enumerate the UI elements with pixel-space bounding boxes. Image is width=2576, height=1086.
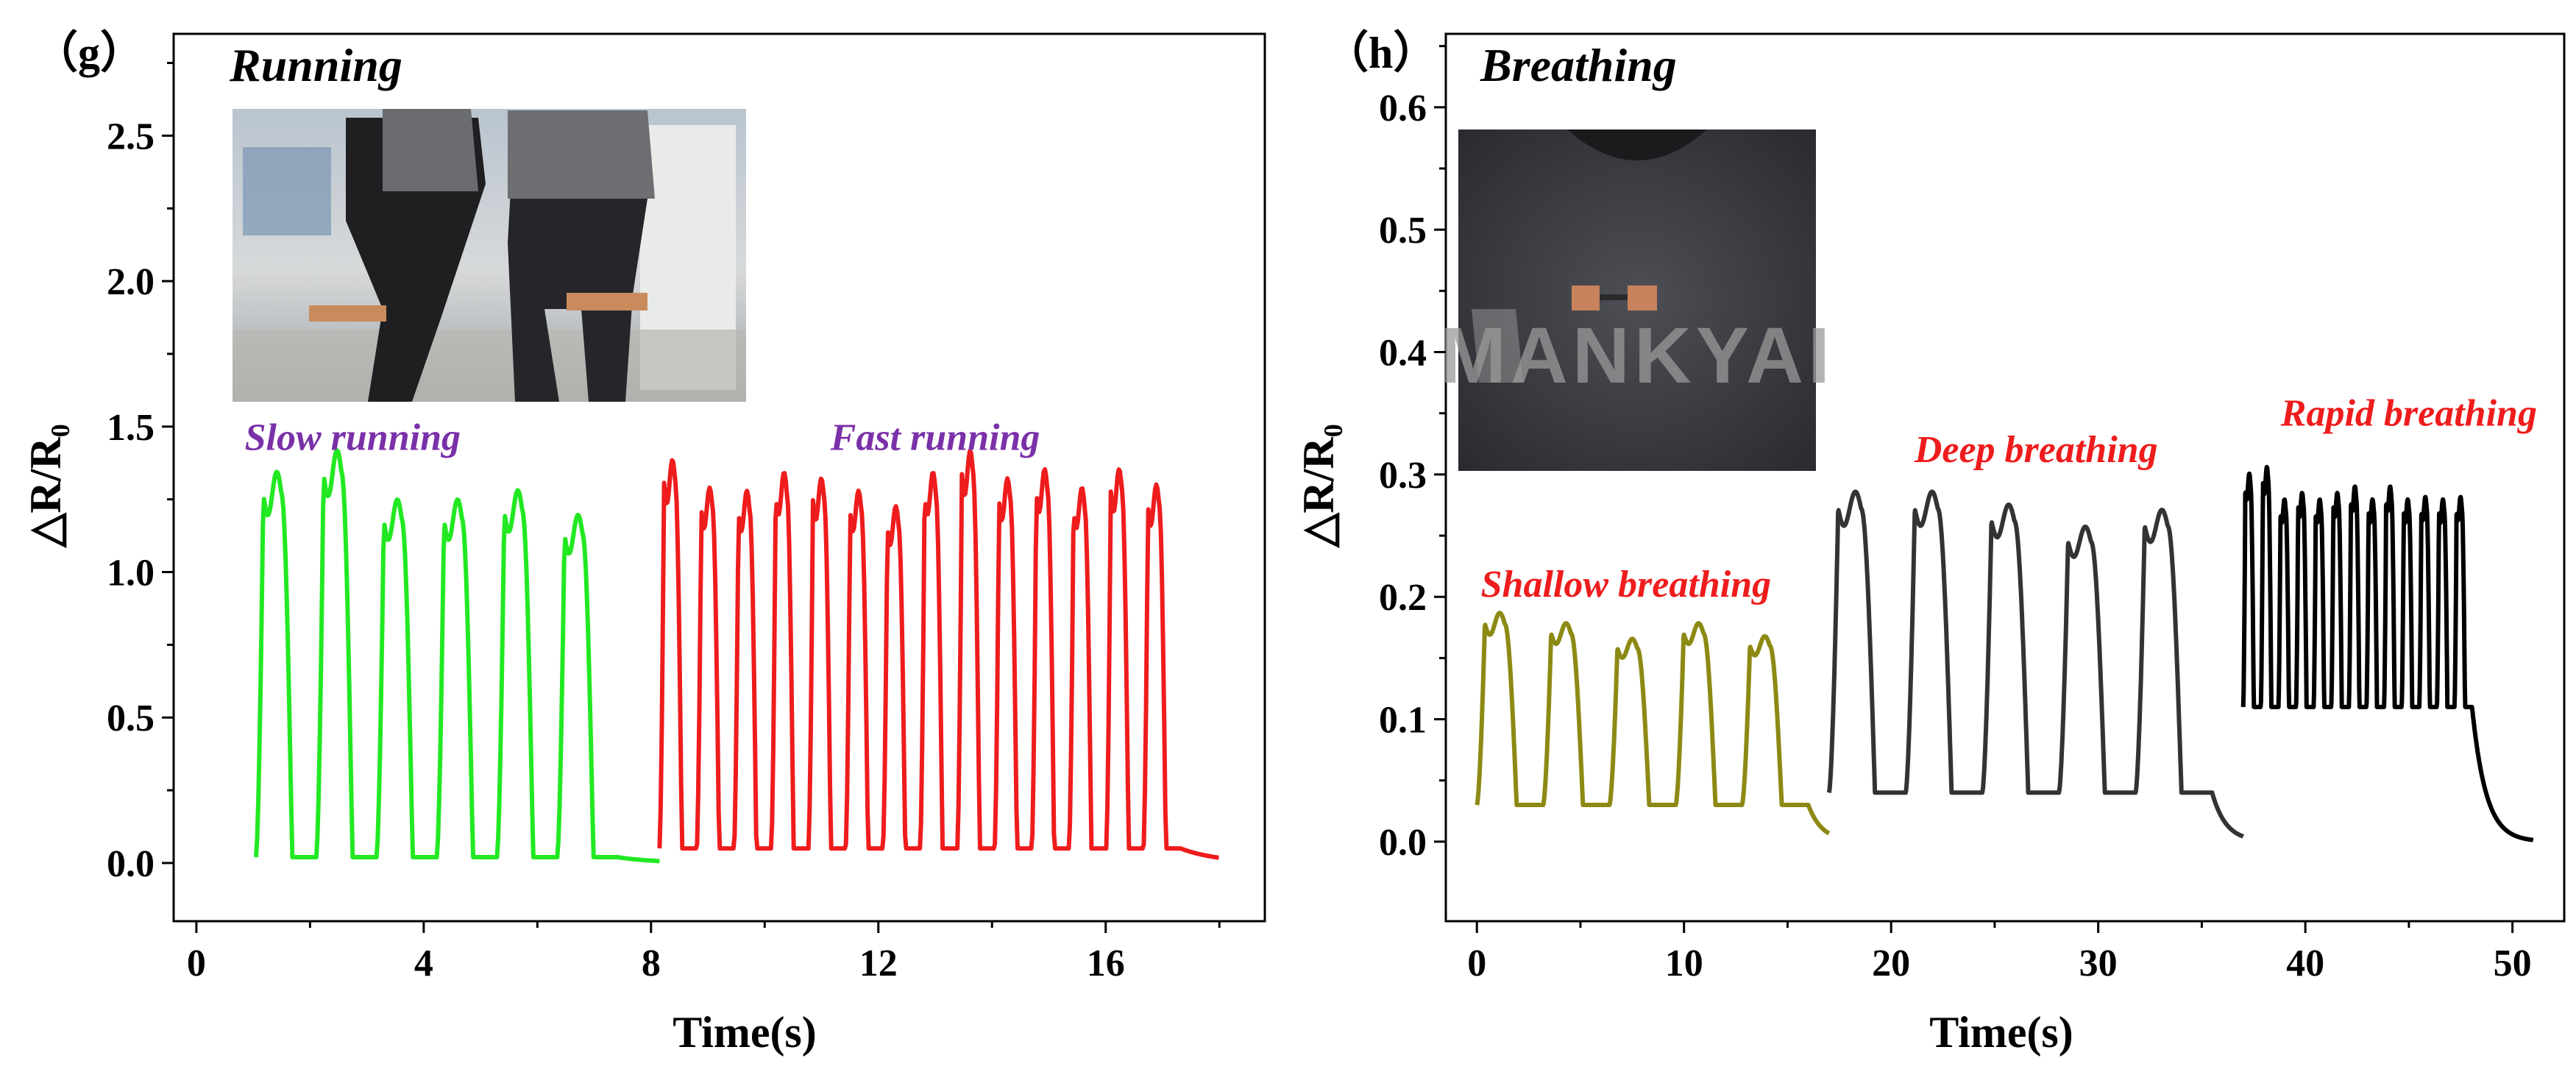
x-tick-label: 50 (2494, 943, 2532, 984)
y-tick-label: 2.0 (107, 261, 155, 303)
panel-h-x-ticks: 0 10 20 30 40 50 (1467, 921, 2532, 984)
panel-h-y-axis-title: △R/R₀ (1294, 424, 1343, 548)
y-tick-label: 0.5 (1379, 210, 1427, 252)
series-annotation: Shallow breathing (1481, 564, 1771, 606)
y-tick-label: 0.4 (1379, 332, 1427, 374)
panel-g-x-ticks: 0 4 8 12 16 (187, 921, 1221, 984)
series-annotation: Slow running (245, 416, 461, 458)
series-annotation: Fast running (830, 416, 1040, 458)
x-tick-label: 8 (642, 943, 661, 984)
y-tick-label: 0.5 (107, 698, 155, 739)
y-tick-label: 0.6 (1379, 88, 1427, 129)
x-tick-label: 30 (2079, 943, 2118, 984)
series-line (1826, 489, 2246, 839)
x-tick-label: 40 (2286, 943, 2324, 984)
panel-g-inset-photo (233, 109, 746, 402)
y-tick-label: 0.0 (107, 843, 155, 885)
x-tick-label: 0 (187, 943, 206, 984)
x-tick-label: 4 (414, 943, 433, 984)
series-line (1475, 611, 1831, 836)
panel-g-plot-frame (172, 32, 1266, 923)
panel-g-annotations: Slow running Fast running (245, 416, 1040, 458)
x-tick-label: 0 (1467, 943, 1486, 984)
y-tick-label: 0.1 (1379, 700, 1427, 742)
panel-g-y-ticks: 0.0 0.5 1.0 1.5 2.0 2.5 (107, 62, 174, 885)
series-annotation: Rapid breathing (2280, 392, 2537, 434)
panel-g-y-axis-title: △R/R₀ (21, 424, 70, 548)
panel-h-series (1475, 464, 2536, 842)
x-tick-label: 16 (1087, 943, 1125, 984)
panel-h-inset-photo: MANKYAI (1440, 129, 1834, 471)
panel-g-x-axis-title: Time(s) (673, 1008, 817, 1057)
series-annotation: Deep breathing (1914, 429, 2158, 471)
panel-h-label: （h） (1324, 28, 1437, 77)
x-tick-label: 12 (859, 943, 898, 984)
panel-g-label: （g） (34, 28, 144, 77)
panel-h-y-ticks: 0.0 0.1 0.2 0.3 0.4 0.5 0.6 (1379, 45, 1446, 864)
y-tick-label: 0.3 (1379, 455, 1427, 497)
panel-h-x-axis-title: Time(s) (1929, 1008, 2073, 1057)
y-tick-label: 1.0 (107, 553, 155, 595)
y-tick-label: 0.2 (1379, 577, 1427, 619)
panel-h-plot-frame (1444, 32, 2566, 923)
series-line (2240, 464, 2536, 842)
x-tick-label: 10 (1665, 943, 1703, 984)
series-line (657, 449, 1220, 860)
panel-g: （g） Running 0.0 0.5 1.0 1.5 2.0 2.5 0 4 8 12 16 S… (21, 28, 1266, 1057)
series-line (254, 448, 661, 864)
y-tick-label: 1.5 (107, 407, 155, 449)
panel-g-title: Running (229, 39, 402, 91)
panel-h-annotations: Shallow breathing Deep breathing Rapid bre… (1481, 392, 2537, 606)
y-tick-label: 2.5 (107, 116, 155, 157)
panel-h: （h） Breathing MANKYAI 0.0 0.1 0.2 0.3 0.4 0.5… (1294, 28, 2566, 1057)
y-tick-label: 0.0 (1379, 822, 1427, 864)
panel-h-title: Breathing (1480, 39, 1677, 91)
x-tick-label: 20 (1872, 943, 1910, 984)
svg-text:MANKYAI: MANKYAI (1440, 310, 1834, 400)
panel-g-series (254, 448, 1220, 864)
